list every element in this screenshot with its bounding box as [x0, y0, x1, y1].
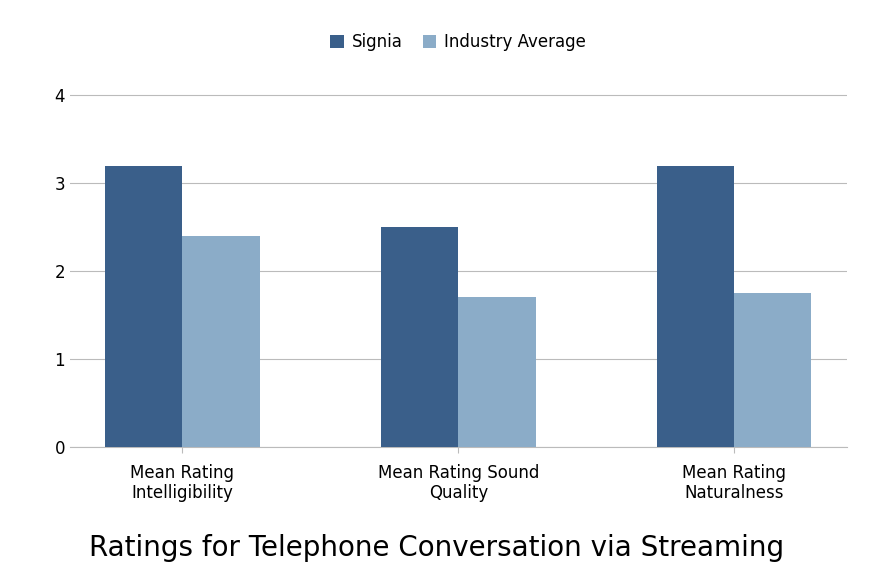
Bar [458, 297, 535, 447]
Text: Ratings for Telephone Conversation via Streaming: Ratings for Telephone Conversation via S… [89, 533, 784, 562]
Legend: Signia, Industry Average: Signia, Industry Average [326, 28, 591, 56]
Bar [734, 293, 812, 447]
Bar [382, 227, 458, 447]
Bar [182, 236, 259, 447]
Bar [657, 166, 734, 447]
Bar [105, 166, 182, 447]
